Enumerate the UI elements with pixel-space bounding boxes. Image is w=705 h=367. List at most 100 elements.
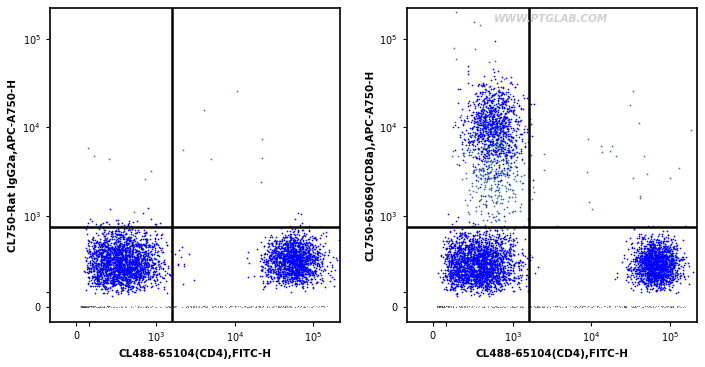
Point xyxy=(98,233,109,239)
Point xyxy=(304,259,315,265)
Point xyxy=(479,201,491,207)
Point xyxy=(482,270,493,276)
Point xyxy=(121,225,132,230)
Point xyxy=(109,236,120,241)
Point xyxy=(104,304,115,309)
Point xyxy=(120,248,131,254)
Point xyxy=(170,304,181,309)
Point xyxy=(498,105,509,111)
Point xyxy=(493,243,505,249)
Point xyxy=(245,304,256,309)
Point xyxy=(475,113,486,119)
Point xyxy=(104,267,115,273)
Point xyxy=(645,244,656,250)
Point xyxy=(120,241,131,247)
Point xyxy=(470,259,482,265)
Point xyxy=(496,259,508,265)
Point xyxy=(491,273,503,279)
Point xyxy=(258,258,269,264)
Point xyxy=(450,261,461,267)
Point xyxy=(516,259,527,265)
Point xyxy=(87,218,98,224)
Point xyxy=(488,304,499,310)
Point xyxy=(111,264,122,270)
Point xyxy=(154,279,166,285)
Point xyxy=(641,262,652,268)
Point xyxy=(649,304,661,310)
Point xyxy=(125,268,136,273)
Point xyxy=(481,99,492,105)
Point xyxy=(452,265,463,271)
Point xyxy=(476,133,487,139)
Point xyxy=(292,257,303,262)
Point xyxy=(297,273,308,279)
Point xyxy=(651,267,663,273)
Point xyxy=(300,244,312,250)
Point xyxy=(109,269,120,275)
Point xyxy=(505,137,517,143)
Point xyxy=(479,249,491,255)
Point xyxy=(472,119,483,125)
Point xyxy=(658,272,669,278)
Point xyxy=(291,257,302,263)
Point xyxy=(279,278,290,284)
Point xyxy=(611,304,623,309)
Point xyxy=(474,270,485,276)
Point xyxy=(489,174,500,180)
Point xyxy=(477,168,489,174)
Point xyxy=(110,249,121,255)
Point xyxy=(309,275,320,280)
Point xyxy=(632,266,643,272)
Point xyxy=(655,261,666,266)
Point xyxy=(454,304,465,309)
Point xyxy=(119,254,130,260)
Point xyxy=(635,272,646,277)
Point xyxy=(127,283,138,288)
Point xyxy=(118,271,130,277)
Point xyxy=(132,241,143,247)
Point xyxy=(270,254,281,260)
Point xyxy=(642,267,654,273)
Point xyxy=(479,250,490,256)
Point xyxy=(123,266,135,272)
Point xyxy=(279,240,290,246)
Point xyxy=(303,248,314,254)
Point xyxy=(458,239,469,244)
Point xyxy=(278,273,290,279)
Point xyxy=(104,264,116,270)
Point xyxy=(636,234,647,240)
Point xyxy=(627,266,639,272)
Point xyxy=(505,253,516,259)
Point xyxy=(491,262,503,268)
Point xyxy=(93,252,104,258)
Point xyxy=(291,257,302,262)
Point xyxy=(479,244,491,250)
Point xyxy=(489,288,500,294)
Point xyxy=(132,267,143,273)
Point xyxy=(285,254,296,259)
Point xyxy=(458,272,470,278)
Point xyxy=(129,268,140,273)
Point xyxy=(486,118,498,124)
Point xyxy=(276,255,288,261)
Point xyxy=(486,77,497,83)
Point xyxy=(463,255,474,261)
Point xyxy=(491,248,502,254)
Point xyxy=(481,260,492,266)
Point xyxy=(463,269,474,275)
Point xyxy=(476,167,487,173)
Point xyxy=(124,258,135,264)
Point xyxy=(637,276,649,282)
Point xyxy=(647,259,658,265)
Point xyxy=(242,255,253,261)
Point xyxy=(474,272,486,277)
Point xyxy=(282,263,293,269)
Point xyxy=(97,250,109,256)
Point xyxy=(492,181,503,187)
Point xyxy=(636,266,647,272)
Point xyxy=(139,254,150,260)
Point xyxy=(91,269,102,275)
Point xyxy=(277,257,288,262)
Point xyxy=(281,303,292,309)
Point xyxy=(664,286,675,292)
